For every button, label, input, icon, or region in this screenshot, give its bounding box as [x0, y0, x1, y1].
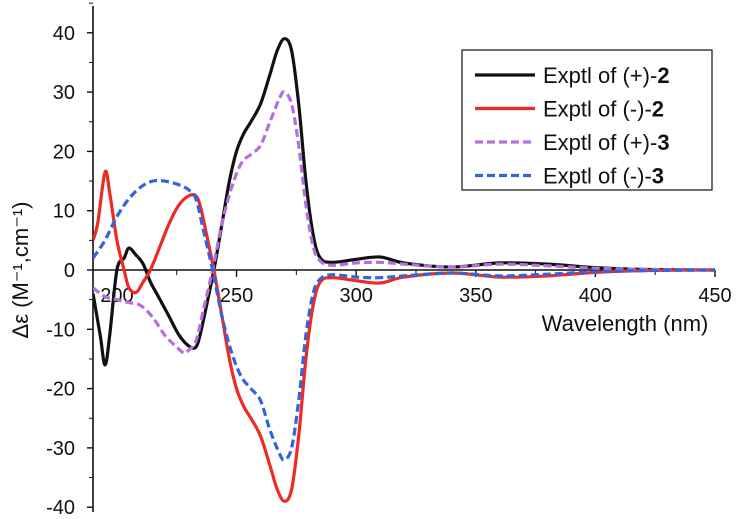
legend-label-4: Exptl of (-)-3: [543, 164, 664, 189]
y-tick-label: 10: [53, 201, 75, 223]
series-lines: [93, 37, 716, 503]
series-line-3: [93, 90, 716, 355]
y-tick-label: -30: [46, 438, 75, 460]
y-tick-label: 0: [64, 260, 75, 282]
series-line-4: [93, 178, 716, 462]
x-tick-label: 250: [220, 285, 253, 307]
series-line-2: [93, 169, 716, 503]
y-tick-label: -10: [46, 319, 75, 341]
x-axis-ticks: 200 250 300 350 400 450: [100, 270, 732, 307]
legend-label-1: Exptl of (+)-2: [543, 63, 670, 88]
x-tick-label: 400: [579, 285, 612, 307]
y-tick-label: 30: [53, 82, 75, 104]
x-tick-label: 350: [459, 285, 492, 307]
y-tick-label: -40: [46, 497, 75, 519]
x-tick-label: 450: [698, 285, 731, 307]
y-tick-label: 40: [53, 23, 75, 45]
legend-label-2: Exptl of (-)-2: [543, 97, 664, 122]
y-axis-ticks: -40 -30 -20 -10 0 10 20 30 40: [46, 2, 93, 519]
legend: Exptl of (+)-2 Exptl of (-)-2 Exptl of (+)…: [461, 49, 713, 191]
series-line-1: [93, 37, 716, 367]
y-tick-label: -20: [46, 379, 75, 401]
y-tick-label: 20: [53, 141, 75, 163]
legend-box: [461, 49, 713, 191]
x-axis-label: Wavelength (nm): [542, 311, 709, 336]
x-tick-label: 200: [100, 285, 133, 307]
legend-label-3: Exptl of (+)-3: [543, 130, 670, 155]
x-tick-label: 300: [339, 285, 372, 307]
y-axis-label: Δε (M⁻¹,cm⁻¹): [8, 202, 33, 339]
